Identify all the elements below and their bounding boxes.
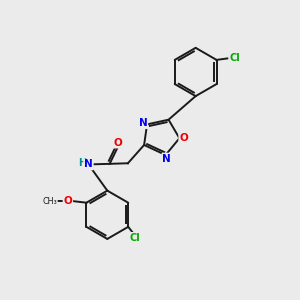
Text: CH₃: CH₃: [43, 197, 57, 206]
Text: O: O: [113, 138, 122, 148]
Text: N: N: [139, 118, 147, 128]
Text: N: N: [162, 154, 171, 164]
Text: Cl: Cl: [129, 233, 140, 243]
Text: Cl: Cl: [230, 53, 240, 63]
Text: O: O: [179, 133, 188, 143]
Text: N: N: [84, 159, 93, 170]
Text: O: O: [64, 196, 72, 206]
Text: H: H: [78, 158, 86, 168]
